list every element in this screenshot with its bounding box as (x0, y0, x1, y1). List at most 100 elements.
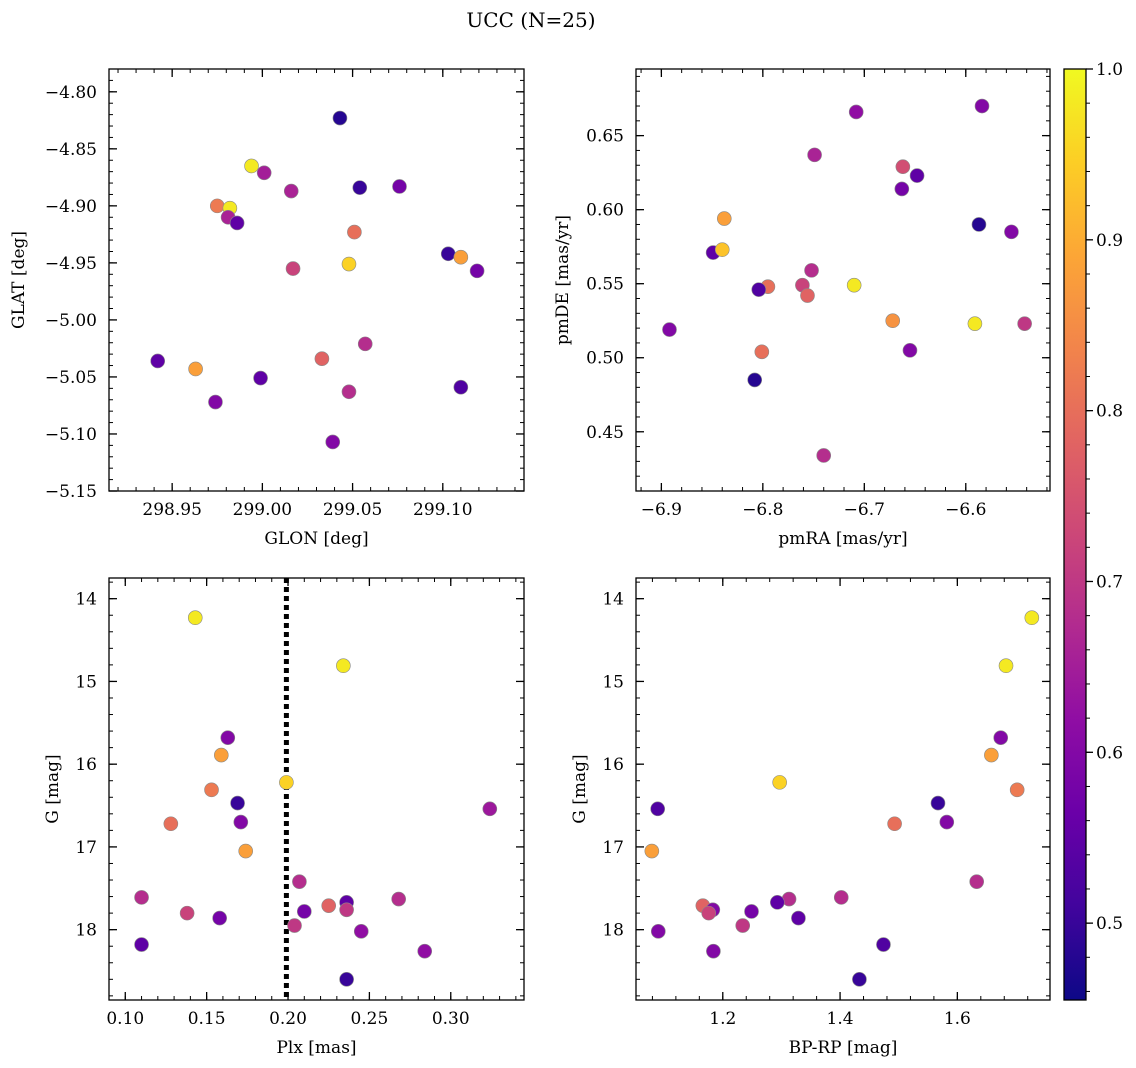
scatter-point (772, 775, 787, 790)
x-tick-label: −6.6 (945, 500, 986, 520)
y-axis-label: pmDE [mas/yr] (553, 215, 573, 345)
scatter-point (993, 730, 1009, 745)
scatter-point (751, 282, 767, 297)
scatter-point (440, 246, 456, 262)
scatter-point (791, 910, 806, 926)
scatter-point (187, 610, 203, 626)
scatter-point (253, 370, 268, 386)
colorbar-tick-label: 0.7 (1096, 572, 1123, 592)
y-tick-label: 17 (602, 838, 624, 858)
scatter-point (209, 198, 225, 214)
y-tick-label: −5.15 (45, 482, 97, 502)
scatter-point (716, 211, 732, 226)
y-tick-label: −4.95 (45, 254, 97, 274)
scatter-point (482, 801, 498, 817)
scatter-point (204, 782, 219, 798)
y-axis-label: GLAT [deg] (9, 231, 29, 329)
scatter-point (852, 972, 867, 987)
y-tick-label: 0.60 (586, 201, 624, 221)
scatter-point (895, 159, 911, 175)
scatter-point (150, 353, 166, 369)
panel-pmra-pmde: −6.9 −6.8 −6.7 −6.6 0.45 0.50 0.55 0.60 0.65 pmRA… (553, 68, 1051, 549)
scatter-point (292, 874, 307, 889)
figure-title: UCC (N=25) (466, 8, 595, 32)
scatter-point (392, 179, 407, 194)
x-axis-label: pmRA [mas/yr] (778, 529, 907, 549)
scatter-point (357, 336, 373, 352)
x-tick-label: 0.30 (432, 1009, 470, 1029)
scatter-point (816, 448, 832, 463)
scatter-point (887, 816, 902, 832)
scatter-point (909, 168, 925, 183)
scatter-point (939, 814, 955, 830)
colorbar-gradient (1063, 68, 1087, 1001)
scatter-point (233, 814, 249, 830)
scatter-point (998, 658, 1014, 674)
scatter-point (188, 361, 203, 377)
scatter-point (701, 905, 717, 921)
scatter-point (807, 147, 822, 163)
scatter-point (339, 902, 354, 918)
x-axis-label: BP-RP [mag] (789, 1038, 898, 1058)
x-tick-label: 1.4 (827, 1009, 854, 1029)
x-tick-label: 0.20 (269, 1009, 307, 1029)
scatter-point (283, 183, 299, 199)
y-tick-label: 18 (602, 921, 624, 941)
scatter-point (287, 918, 302, 933)
scatter-point (974, 98, 990, 114)
x-tick-label: 0.10 (106, 1009, 144, 1029)
scatter-point (296, 904, 312, 919)
scatter-point (846, 277, 862, 293)
scatter-point (804, 263, 819, 278)
colorbar-tick-label: 0.6 (1096, 743, 1123, 763)
y-tick-label: 0.50 (586, 349, 624, 369)
y-tick-label: −4.80 (45, 83, 97, 103)
y-tick-label: −5.00 (45, 311, 97, 331)
scatter-point (134, 890, 149, 905)
scatter-point (754, 344, 770, 360)
scatter-point (469, 263, 485, 279)
scatter-point (332, 110, 348, 126)
plot-frame (108, 577, 525, 1001)
scatter-point (706, 943, 721, 959)
scatter-point (885, 313, 901, 329)
scatter-point (1004, 224, 1019, 240)
panel-bprp-g: 1.2 1.4 1.6 14 15 16 17 18 BP-RP [mag] G [mag] (570, 577, 1051, 1058)
scatter-point (163, 816, 179, 832)
scatter-point (179, 905, 195, 921)
scatter-point (325, 434, 341, 450)
y-tick-label: −4.90 (45, 197, 97, 217)
scatter-point (971, 217, 987, 232)
scatter-point (967, 316, 983, 331)
y-tick-label: 15 (602, 672, 624, 692)
scatter-point (229, 215, 245, 231)
scatter-point (230, 795, 245, 811)
y-tick-label: 17 (75, 838, 97, 858)
scatter-point (285, 261, 301, 276)
y-tick-label: 16 (75, 755, 97, 775)
scatter-point (341, 384, 357, 400)
scatter-point (770, 895, 785, 910)
scatter-point (1009, 782, 1025, 798)
scatter-point (321, 898, 337, 913)
y-tick-label: 0.45 (586, 423, 624, 443)
scatter-point (352, 180, 368, 195)
scatter-point (800, 288, 815, 303)
x-tick-label: 1.2 (709, 1009, 736, 1029)
y-tick-label: 18 (75, 921, 97, 941)
scatter-point (1024, 610, 1040, 626)
x-tick-label: 299.05 (323, 500, 382, 520)
scatter-point (644, 843, 660, 859)
scatter-point (347, 224, 362, 240)
scatter-point (453, 379, 469, 395)
colorbar-tick-label: 1.0 (1096, 60, 1123, 80)
x-tick-label: −6.7 (844, 500, 885, 520)
x-tick-label: 0.15 (188, 1009, 226, 1029)
x-axis-label: Plx [mas] (276, 1038, 356, 1058)
scatter-point (930, 795, 946, 811)
scatter-point (662, 322, 677, 337)
plot-frame (635, 577, 1051, 1001)
y-tick-label: 0.65 (586, 127, 624, 147)
scatter-point (341, 256, 357, 272)
